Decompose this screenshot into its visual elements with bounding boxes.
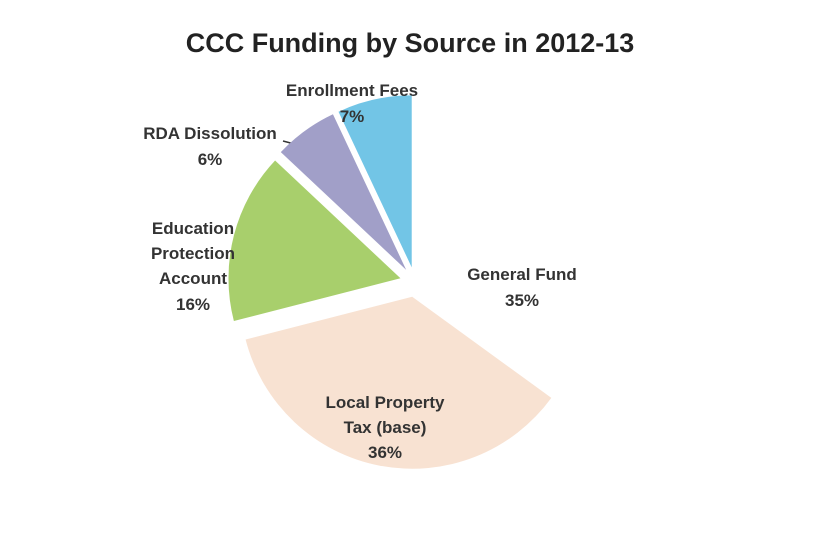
slice-value-label: 36%	[367, 443, 403, 462]
slice-label: Education Protection Account	[150, 219, 236, 288]
slice-value-label: 6%	[197, 150, 223, 169]
slice-label: Local Property Tax (base)	[325, 393, 445, 437]
pie-slice	[280, 114, 407, 270]
slice-label: Enrollment Fees	[285, 81, 419, 100]
chart-title: CCC Funding by Source in 2012-13	[185, 28, 635, 58]
slice-value-label: 7%	[339, 107, 365, 126]
slice-value-label: 35%	[504, 291, 540, 310]
slice-label: General Fund	[467, 265, 577, 284]
pie-slice	[338, 95, 412, 268]
pie-slice	[245, 296, 552, 469]
slice-label: RDA Dissolution	[143, 124, 277, 143]
pie-slice	[228, 160, 401, 322]
slice-value-label: 16%	[175, 295, 211, 314]
pie-slice	[428, 103, 601, 377]
